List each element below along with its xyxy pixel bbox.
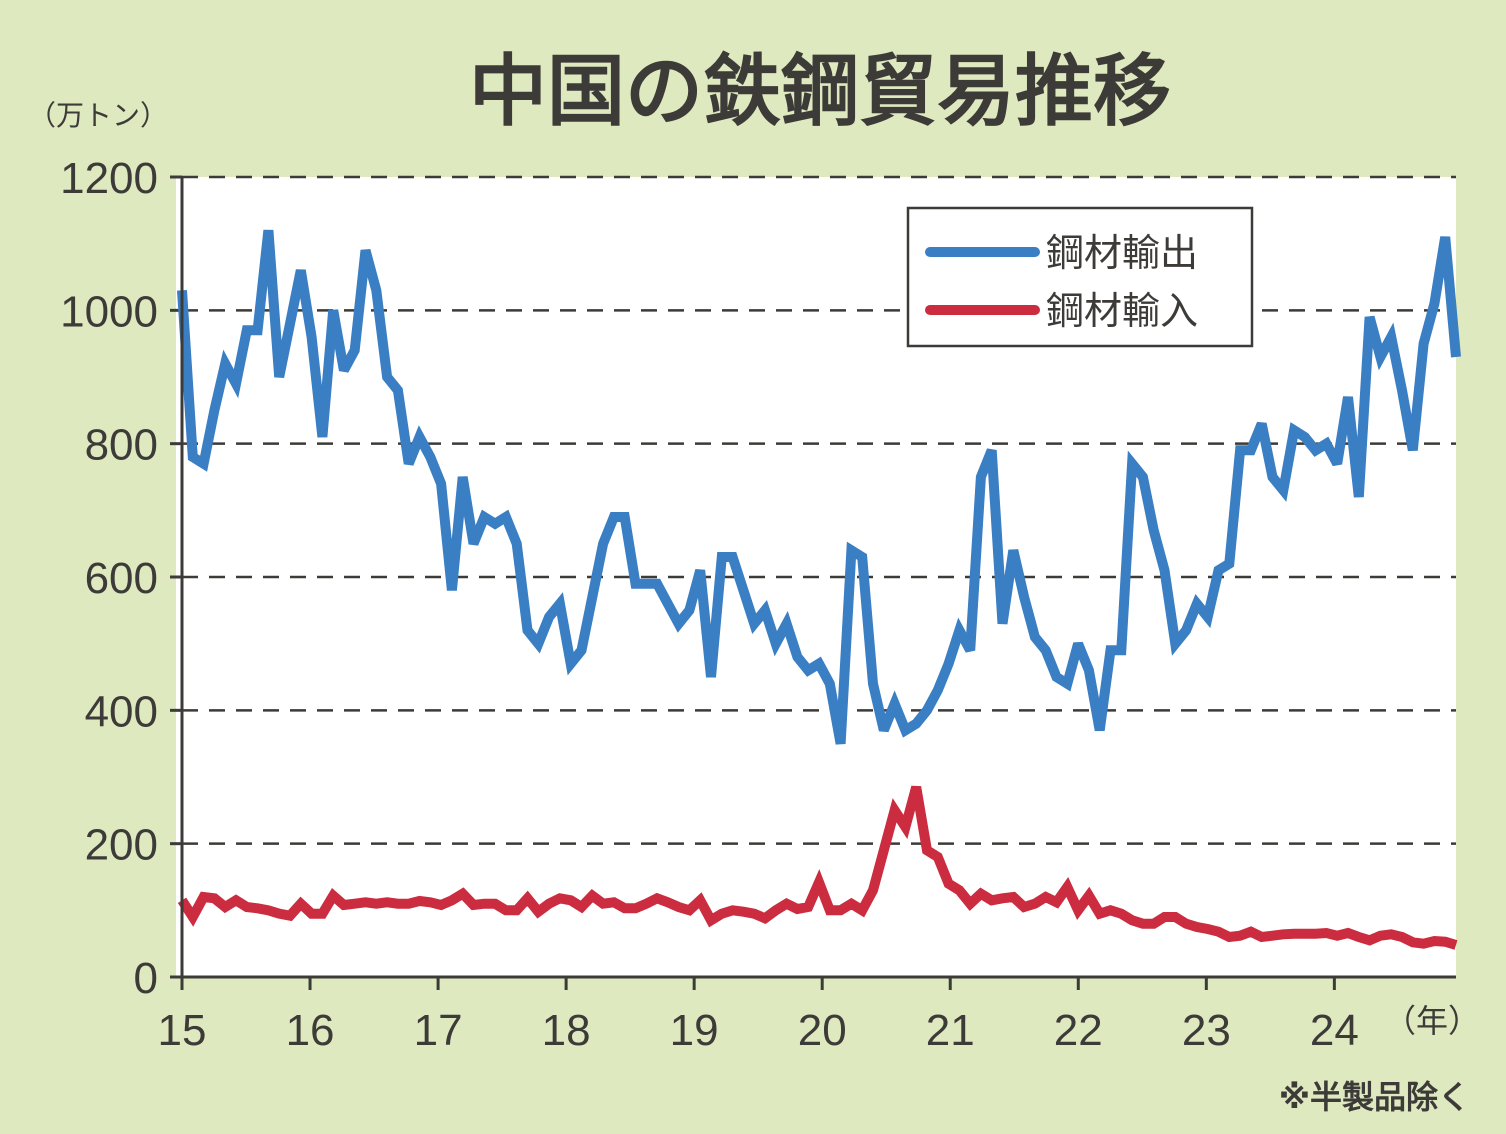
x-tick-label: 23 [1182, 1006, 1231, 1055]
x-tick-label: 22 [1054, 1006, 1103, 1055]
x-tick-label: 24 [1310, 1006, 1359, 1055]
y-tick-label: 600 [85, 554, 158, 603]
series-line-import [177, 785, 1458, 950]
x-axis-ticks: 15 16 17 18 19 20 21 22 23 24 [158, 977, 1359, 1055]
x-tick-label: 20 [798, 1006, 847, 1055]
x-tick-label: 16 [286, 1006, 335, 1055]
series-line-export [177, 229, 1461, 745]
x-axis-unit: （年） [1384, 1003, 1480, 1039]
x-tick-label: 21 [926, 1006, 975, 1055]
x-tick-label: 18 [542, 1006, 591, 1055]
legend-box [906, 206, 1254, 348]
y-axis-ticks: 0 200 400 600 800 1000 1200 [60, 154, 182, 1003]
legend-label-export: 鋼材輸出 [1046, 231, 1198, 275]
y-tick-label: 0 [134, 954, 158, 1003]
y-tick-label: 1000 [60, 287, 158, 336]
legend-label-import: 鋼材輸入 [1046, 289, 1198, 333]
series-layer [177, 229, 1461, 950]
y-tick-label: 800 [85, 421, 158, 470]
y-axis-unit: （万トン） [28, 99, 168, 132]
y-tick-label: 200 [85, 821, 158, 870]
x-tick-label: 15 [158, 1006, 207, 1055]
chart-title: 中国の鉄鋼貿易推移 [469, 47, 1171, 137]
x-tick-label: 19 [670, 1006, 719, 1055]
y-tick-label: 400 [85, 687, 158, 736]
footnote: ※半製品除く [1279, 1078, 1470, 1116]
x-tick-label: 17 [414, 1006, 463, 1055]
legend: 鋼材輸出 鋼材輸入 [906, 206, 1254, 348]
y-tick-label: 1200 [60, 154, 158, 203]
